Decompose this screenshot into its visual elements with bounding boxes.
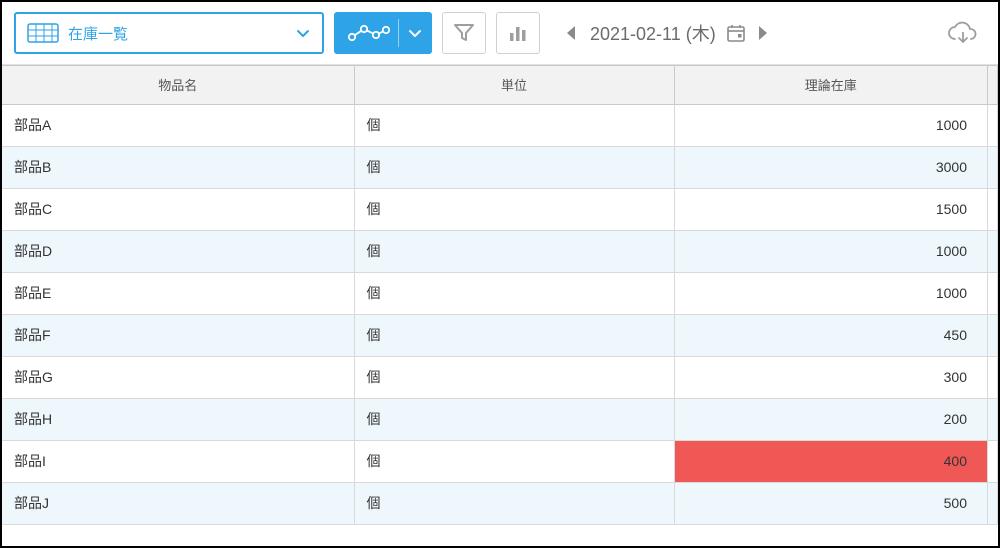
cell-name: 部品D [2,230,354,272]
cell-edge [988,272,998,314]
cell-unit: 個 [354,482,674,524]
chevron-down-icon [407,25,423,41]
inventory-table: 物品名 単位 理論在庫 部品A個1000部品B個3000部品C個1500部品D個… [2,66,998,525]
cell-stock: 450 [674,314,988,356]
table-row[interactable]: 部品B個3000 [2,146,998,188]
cell-stock: 1000 [674,272,988,314]
table-row[interactable]: 部品J個500 [2,482,998,524]
cell-name: 部品G [2,356,354,398]
next-date-button[interactable] [756,24,772,42]
cell-stock: 200 [674,398,988,440]
bar-chart-icon [506,21,530,45]
cell-unit: 個 [354,188,674,230]
cell-stock: 400 [674,440,988,482]
cell-edge [988,146,998,188]
cell-name: 部品F [2,314,354,356]
cell-stock: 3000 [674,146,988,188]
col-header-edge [988,66,998,104]
col-header-name[interactable]: 物品名 [2,66,354,104]
cell-unit: 個 [354,104,674,146]
cell-stock: 300 [674,356,988,398]
table-row[interactable]: 部品D個1000 [2,230,998,272]
cell-edge [988,356,998,398]
app-frame: 在庫一覧 [0,0,1000,548]
calendar-icon[interactable] [726,23,746,43]
chevron-down-icon [294,24,312,42]
cloud-download-button[interactable] [944,15,980,51]
cell-name: 部品A [2,104,354,146]
cell-unit: 個 [354,356,674,398]
table-header-row: 物品名 単位 理論在庫 [2,66,998,104]
cell-stock: 1000 [674,104,988,146]
cell-unit: 個 [354,440,674,482]
funnel-icon [452,21,476,45]
cell-edge [988,230,998,272]
cell-edge [988,398,998,440]
table-row[interactable]: 部品G個300 [2,356,998,398]
cell-unit: 個 [354,230,674,272]
chart-mode-button[interactable] [334,12,432,54]
cell-unit: 個 [354,398,674,440]
line-chart-icon [344,21,390,45]
bar-chart-button[interactable] [496,12,540,54]
table-row[interactable]: 部品I個400 [2,440,998,482]
cell-unit: 個 [354,314,674,356]
cell-edge [988,104,998,146]
cell-stock: 1500 [674,188,988,230]
cell-unit: 個 [354,272,674,314]
cell-edge [988,188,998,230]
toolbar: 在庫一覧 [2,2,998,65]
view-selector-dropdown[interactable]: 在庫一覧 [14,12,324,54]
table-row[interactable]: 部品A個1000 [2,104,998,146]
col-header-unit[interactable]: 単位 [354,66,674,104]
cell-edge [988,440,998,482]
inventory-table-wrap: 物品名 単位 理論在庫 部品A個1000部品B個3000部品C個1500部品D個… [2,65,998,546]
cell-name: 部品C [2,188,354,230]
table-row[interactable]: 部品H個200 [2,398,998,440]
date-navigator: 2021-02-11 (木) [564,20,772,46]
view-selector-label: 在庫一覧 [68,23,294,44]
cell-stock: 500 [674,482,988,524]
cloud-download-icon [946,20,978,46]
current-date-label: 2021-02-11 (木) [590,20,716,46]
cell-unit: 個 [354,146,674,188]
cell-name: 部品B [2,146,354,188]
cell-name: 部品J [2,482,354,524]
table-row[interactable]: 部品F個450 [2,314,998,356]
filter-button[interactable] [442,12,486,54]
prev-date-button[interactable] [564,24,580,42]
col-header-stock[interactable]: 理論在庫 [674,66,988,104]
cell-edge [988,314,998,356]
table-row[interactable]: 部品E個1000 [2,272,998,314]
cell-name: 部品E [2,272,354,314]
cell-name: 部品I [2,440,354,482]
table-row[interactable]: 部品C個1500 [2,188,998,230]
button-divider [398,19,399,47]
table-grid-icon [26,21,60,45]
cell-edge [988,482,998,524]
cell-name: 部品H [2,398,354,440]
cell-stock: 1000 [674,230,988,272]
